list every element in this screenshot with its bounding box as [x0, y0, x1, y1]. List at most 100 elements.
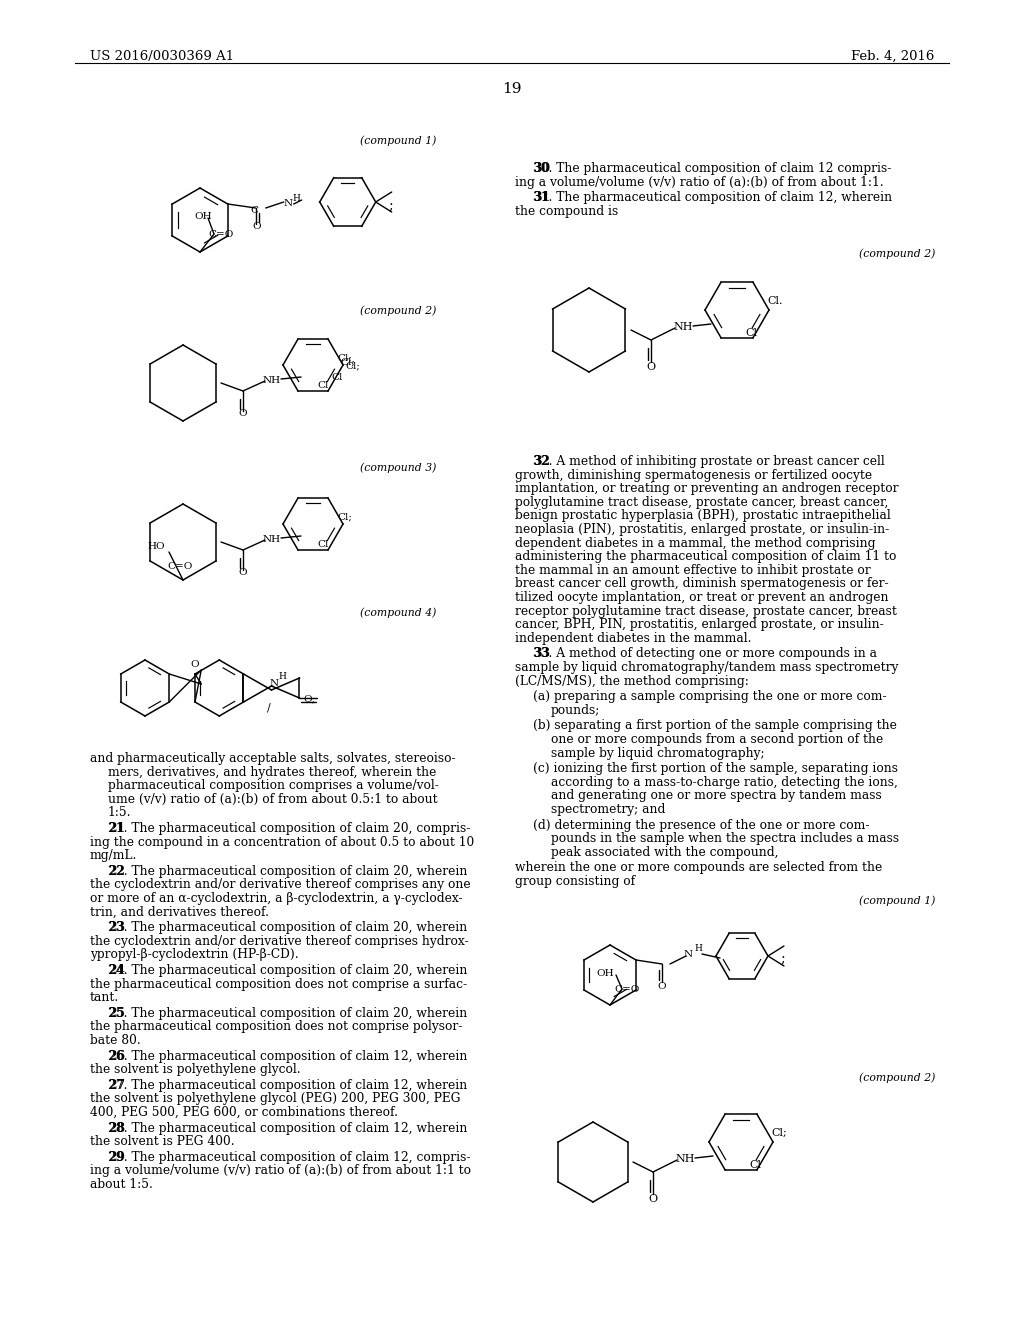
Text: ing a volume/volume (v/v) ratio of (a):(b) of from about 1:1.: ing a volume/volume (v/v) ratio of (a):(…: [515, 176, 884, 189]
Text: 26. The pharmaceutical composition of claim 12, wherein: 26. The pharmaceutical composition of cl…: [108, 1049, 467, 1063]
Text: the compound is: the compound is: [515, 205, 618, 218]
Text: 22. The pharmaceutical composition of claim 20, wherein: 22. The pharmaceutical composition of cl…: [108, 865, 467, 878]
Text: Cl: Cl: [331, 374, 342, 381]
Text: (compound 1): (compound 1): [859, 895, 935, 906]
Text: (d) determining the presence of the one or more com-: (d) determining the presence of the one …: [534, 818, 869, 832]
Text: NH: NH: [263, 535, 282, 544]
Text: growth, diminishing spermatogenesis or fertilized oocyte: growth, diminishing spermatogenesis or f…: [515, 469, 872, 482]
Text: (c) ionizing the first portion of the sample, separating ions: (c) ionizing the first portion of the sa…: [534, 762, 898, 775]
Text: Cl;: Cl;: [771, 1129, 786, 1138]
Text: (a) preparing a sample comprising the one or more com-: (a) preparing a sample comprising the on…: [534, 690, 887, 704]
Text: Cl;: Cl;: [337, 352, 352, 362]
Text: 24. The pharmaceutical composition of claim 20, wherein: 24. The pharmaceutical composition of cl…: [108, 964, 467, 977]
Text: 25. The pharmaceutical composition of claim 20, wherein: 25. The pharmaceutical composition of cl…: [108, 1007, 467, 1020]
Text: ;: ;: [389, 199, 393, 213]
Text: 21: 21: [108, 822, 125, 836]
Text: Cl: Cl: [317, 381, 329, 389]
Text: administering the pharmaceutical composition of claim 11 to: administering the pharmaceutical composi…: [515, 550, 896, 564]
Text: the solvent is PEG 400.: the solvent is PEG 400.: [90, 1135, 234, 1148]
Text: according to a mass-to-charge ratio, detecting the ions,: according to a mass-to-charge ratio, det…: [551, 776, 898, 789]
Text: O: O: [238, 568, 247, 577]
Text: or more of an α-cyclodextrin, a β-cyclodextrin, a γ-cyclodex-: or more of an α-cyclodextrin, a β-cyclod…: [90, 892, 463, 906]
Text: 1:5.: 1:5.: [108, 807, 131, 820]
Text: 33. A method of detecting one or more compounds in a: 33. A method of detecting one or more co…: [534, 647, 877, 660]
Text: ypropyl-β-cyclodextrin (HP-β-CD).: ypropyl-β-cyclodextrin (HP-β-CD).: [90, 948, 299, 961]
Text: 30. The pharmaceutical composition of claim 12 compris-: 30. The pharmaceutical composition of cl…: [534, 162, 891, 176]
Text: the pharmaceutical composition does not comprise polysor-: the pharmaceutical composition does not …: [90, 1020, 463, 1034]
Text: (LC/MS/MS), the method comprising:: (LC/MS/MS), the method comprising:: [515, 675, 749, 688]
Text: NH: NH: [673, 322, 692, 333]
Text: C=O: C=O: [167, 562, 193, 572]
Text: O: O: [190, 660, 199, 669]
Text: (compound 2): (compound 2): [859, 248, 935, 259]
Text: 27: 27: [108, 1078, 125, 1092]
Text: the cyclodextrin and/or derivative thereof comprises any one: the cyclodextrin and/or derivative there…: [90, 878, 471, 891]
Text: N: N: [684, 950, 693, 960]
Text: mers, derivatives, and hydrates thereof, wherein the: mers, derivatives, and hydrates thereof,…: [108, 766, 436, 779]
Text: (compound 2): (compound 2): [859, 1072, 935, 1082]
Text: the mammal in an amount effective to inhibit prostate or: the mammal in an amount effective to inh…: [515, 564, 870, 577]
Text: the pharmaceutical composition does not comprise a surfac-: the pharmaceutical composition does not …: [90, 978, 467, 990]
Text: receptor polyglutamine tract disease, prostate cancer, breast: receptor polyglutamine tract disease, pr…: [515, 605, 897, 618]
Text: sample by liquid chromatography/tandem mass spectrometry: sample by liquid chromatography/tandem m…: [515, 661, 898, 675]
Text: H: H: [279, 672, 287, 681]
Text: the solvent is polyethylene glycol.: the solvent is polyethylene glycol.: [90, 1063, 301, 1076]
Text: (b) separating a first portion of the sample comprising the: (b) separating a first portion of the sa…: [534, 719, 897, 733]
Text: NH: NH: [675, 1154, 694, 1164]
Text: H: H: [293, 194, 301, 203]
Text: 28. The pharmaceutical composition of claim 12, wherein: 28. The pharmaceutical composition of cl…: [108, 1122, 467, 1135]
Text: pharmaceutical composition comprises a volume/vol-: pharmaceutical composition comprises a v…: [108, 779, 439, 792]
Text: US 2016/0030369 A1: US 2016/0030369 A1: [90, 50, 234, 63]
Text: C: C: [251, 206, 259, 215]
Text: O: O: [253, 222, 261, 231]
Text: NH: NH: [263, 376, 282, 385]
Text: trin, and derivatives thereof.: trin, and derivatives thereof.: [90, 906, 269, 919]
Text: implantation, or treating or preventing an androgen receptor: implantation, or treating or preventing …: [515, 482, 898, 495]
Text: and pharmaceutically acceptable salts, solvates, stereoiso-: and pharmaceutically acceptable salts, s…: [90, 752, 456, 766]
Text: 30: 30: [534, 162, 550, 176]
Text: 23: 23: [108, 921, 125, 935]
Text: independent diabetes in the mammal.: independent diabetes in the mammal.: [515, 632, 752, 644]
Text: O: O: [238, 409, 247, 418]
Text: 24: 24: [108, 964, 125, 977]
Text: Cl: Cl: [749, 1160, 761, 1170]
Text: cancer, BPH, PIN, prostatitis, enlarged prostate, or insulin-: cancer, BPH, PIN, prostatitis, enlarged …: [515, 618, 884, 631]
Text: /: /: [267, 702, 271, 711]
Text: ing the compound in a concentration of about 0.5 to about 10: ing the compound in a concentration of a…: [90, 836, 474, 849]
Text: 23. The pharmaceutical composition of claim 20, wherein: 23. The pharmaceutical composition of cl…: [108, 921, 467, 935]
Text: 25: 25: [108, 1007, 125, 1020]
Text: group consisting of: group consisting of: [515, 875, 635, 888]
Text: tant.: tant.: [90, 991, 119, 1005]
Text: 32. A method of inhibiting prostate or breast cancer cell: 32. A method of inhibiting prostate or b…: [534, 455, 885, 469]
Text: C=O: C=O: [614, 985, 639, 994]
Text: Cl;: Cl;: [340, 356, 355, 366]
Text: (compound 2): (compound 2): [360, 305, 436, 315]
Text: the cyclodextrin and/or derivative thereof comprises hydrox-: the cyclodextrin and/or derivative there…: [90, 935, 469, 948]
Text: 26: 26: [108, 1049, 125, 1063]
Text: sample by liquid chromatography;: sample by liquid chromatography;: [551, 747, 765, 759]
Text: N: N: [269, 678, 279, 688]
Text: 29. The pharmaceutical composition of claim 12, compris-: 29. The pharmaceutical composition of cl…: [108, 1151, 470, 1164]
Text: O: O: [648, 1195, 657, 1204]
Text: 400, PEG 500, PEG 600, or combinations thereof.: 400, PEG 500, PEG 600, or combinations t…: [90, 1106, 398, 1119]
Text: H: H: [694, 944, 701, 953]
Text: the solvent is polyethylene glycol (PEG) 200, PEG 300, PEG: the solvent is polyethylene glycol (PEG)…: [90, 1093, 461, 1105]
Text: bate 80.: bate 80.: [90, 1034, 140, 1047]
Text: about 1:5.: about 1:5.: [90, 1177, 153, 1191]
Text: 27. The pharmaceutical composition of claim 12, wherein: 27. The pharmaceutical composition of cl…: [108, 1078, 467, 1092]
Text: one or more compounds from a second portion of the: one or more compounds from a second port…: [551, 733, 884, 746]
Text: neoplasia (PIN), prostatitis, enlarged prostate, or insulin-in-: neoplasia (PIN), prostatitis, enlarged p…: [515, 523, 889, 536]
Text: OH: OH: [194, 213, 212, 220]
Text: 29: 29: [108, 1151, 125, 1164]
Text: (compound 4): (compound 4): [360, 607, 436, 618]
Text: HO: HO: [147, 543, 165, 550]
Text: O: O: [646, 362, 655, 372]
Text: O: O: [657, 982, 666, 991]
Text: pounds in the sample when the spectra includes a mass: pounds in the sample when the spectra in…: [551, 832, 899, 845]
Text: Cl: Cl: [317, 540, 329, 549]
Text: peak associated with the compound,: peak associated with the compound,: [551, 846, 778, 859]
Text: (compound 1): (compound 1): [360, 135, 436, 145]
Text: 22: 22: [108, 865, 125, 878]
Text: Cl: Cl: [745, 327, 757, 338]
Text: 33: 33: [534, 647, 550, 660]
